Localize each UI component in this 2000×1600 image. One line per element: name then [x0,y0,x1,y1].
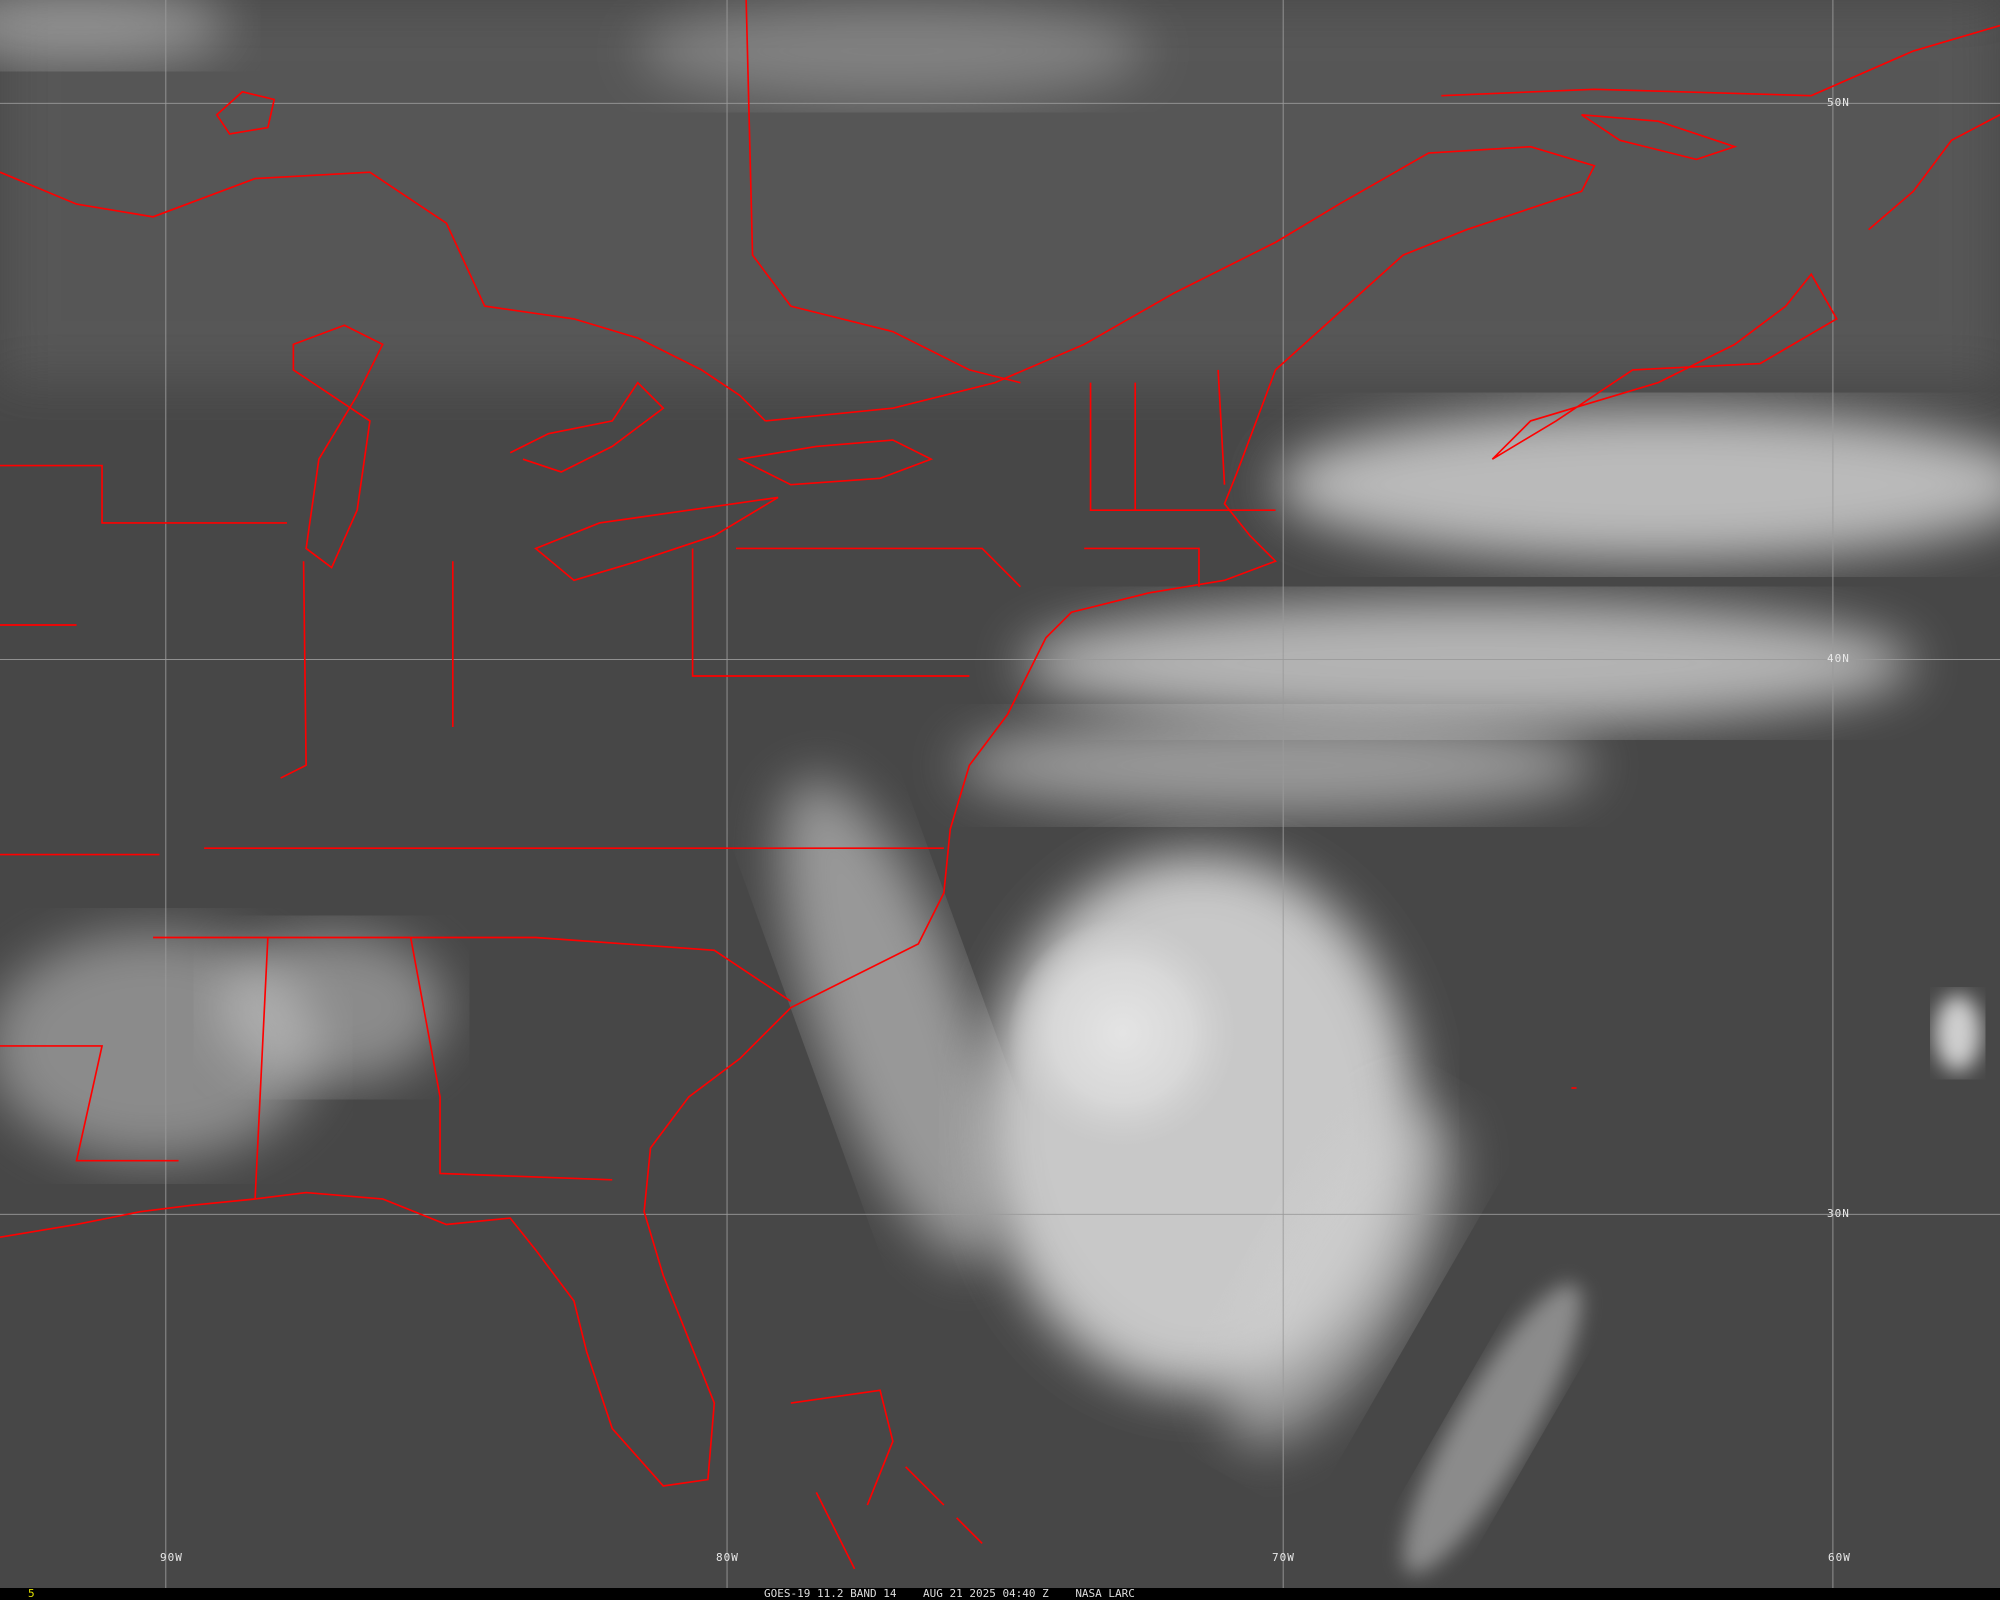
longitude-label-60w: 60W [1828,1551,1851,1564]
frame-number: 5 [28,1587,35,1600]
hurricane-core [1007,918,1238,1148]
channel: 11.2 BAND 14 [816,1587,897,1600]
longitude-label-80w: 80W [716,1551,739,1564]
satellite-name: GOES-19 [764,1587,811,1600]
latitude-label-30n: 30N [1827,1207,1850,1220]
credit: NASA LARC [1075,1587,1135,1600]
longitude-label-90w: 90W [160,1551,183,1564]
latitude-label-40n: 40N [1827,652,1850,665]
longitude-label-70w: 70W [1272,1551,1295,1564]
latitude-label-50n: 50N [1827,96,1850,109]
caption-bar: 5 GOES-19 11.2 BAND 14 AUG 21 2025 04:40… [0,1588,2000,1600]
datetime: AUG 21 2025 04:40 Z [922,1587,1049,1600]
image-caption: GOES-19 11.2 BAND 14 AUG 21 2025 04:40 Z… [764,1588,1135,1600]
